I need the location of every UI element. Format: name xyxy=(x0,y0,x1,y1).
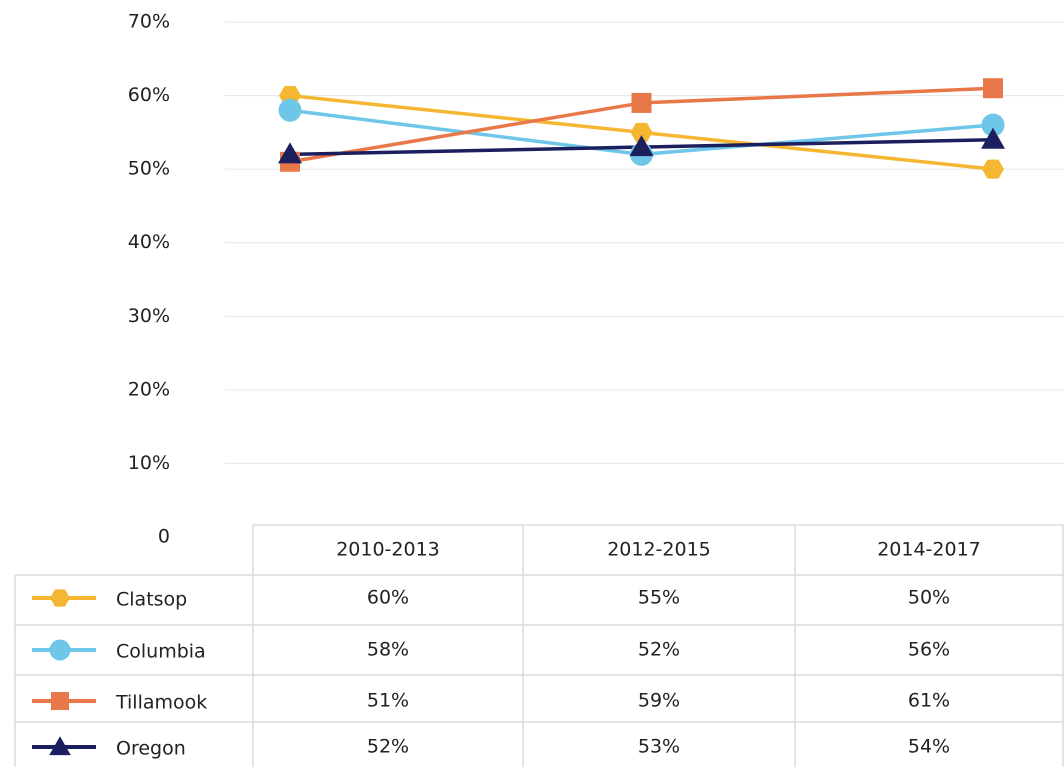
table-value: 58% xyxy=(367,639,409,661)
y-tick-label: 60% xyxy=(128,84,170,106)
point xyxy=(629,135,654,157)
legend-marker xyxy=(49,736,71,756)
point xyxy=(981,127,1005,149)
table-borders xyxy=(14,524,1064,767)
table-value: 54% xyxy=(908,736,950,758)
point xyxy=(278,98,302,122)
y-tick-label: 20% xyxy=(128,378,170,400)
column-header: 2010-2013 xyxy=(336,539,440,561)
table-value: 56% xyxy=(908,639,950,661)
table-value: 51% xyxy=(367,690,409,712)
y-tick-label: 40% xyxy=(128,231,170,253)
table-value: 55% xyxy=(638,587,680,609)
legend-marker xyxy=(51,692,69,710)
table-value: 50% xyxy=(908,587,950,609)
point xyxy=(631,92,652,113)
point xyxy=(982,159,1004,179)
legend-marker xyxy=(49,639,71,661)
table-value: 60% xyxy=(367,587,409,609)
column-header: 2012-2015 xyxy=(607,539,711,561)
point xyxy=(278,142,302,164)
legend-label: Oregon xyxy=(116,738,186,760)
table-value: 52% xyxy=(367,736,409,758)
column-header: 2014-2017 xyxy=(877,539,981,561)
legend-label: Columbia xyxy=(116,641,206,663)
y-tick-label: 70% xyxy=(128,11,170,33)
legend-label: Clatsop xyxy=(116,589,187,611)
table-value: 61% xyxy=(908,690,950,712)
legend-label: Tillamook xyxy=(115,692,207,714)
table-value: 53% xyxy=(638,736,680,758)
table-value: 52% xyxy=(638,639,680,661)
y-tick-label: 30% xyxy=(128,305,170,327)
legend-marker xyxy=(50,589,70,607)
y-tick-label: 10% xyxy=(128,452,170,474)
point xyxy=(983,78,1003,99)
table-value: 59% xyxy=(638,690,680,712)
point xyxy=(981,113,1005,137)
y-tick-label: 0 xyxy=(158,526,170,548)
y-tick-label: 50% xyxy=(128,158,170,180)
point xyxy=(630,122,653,142)
